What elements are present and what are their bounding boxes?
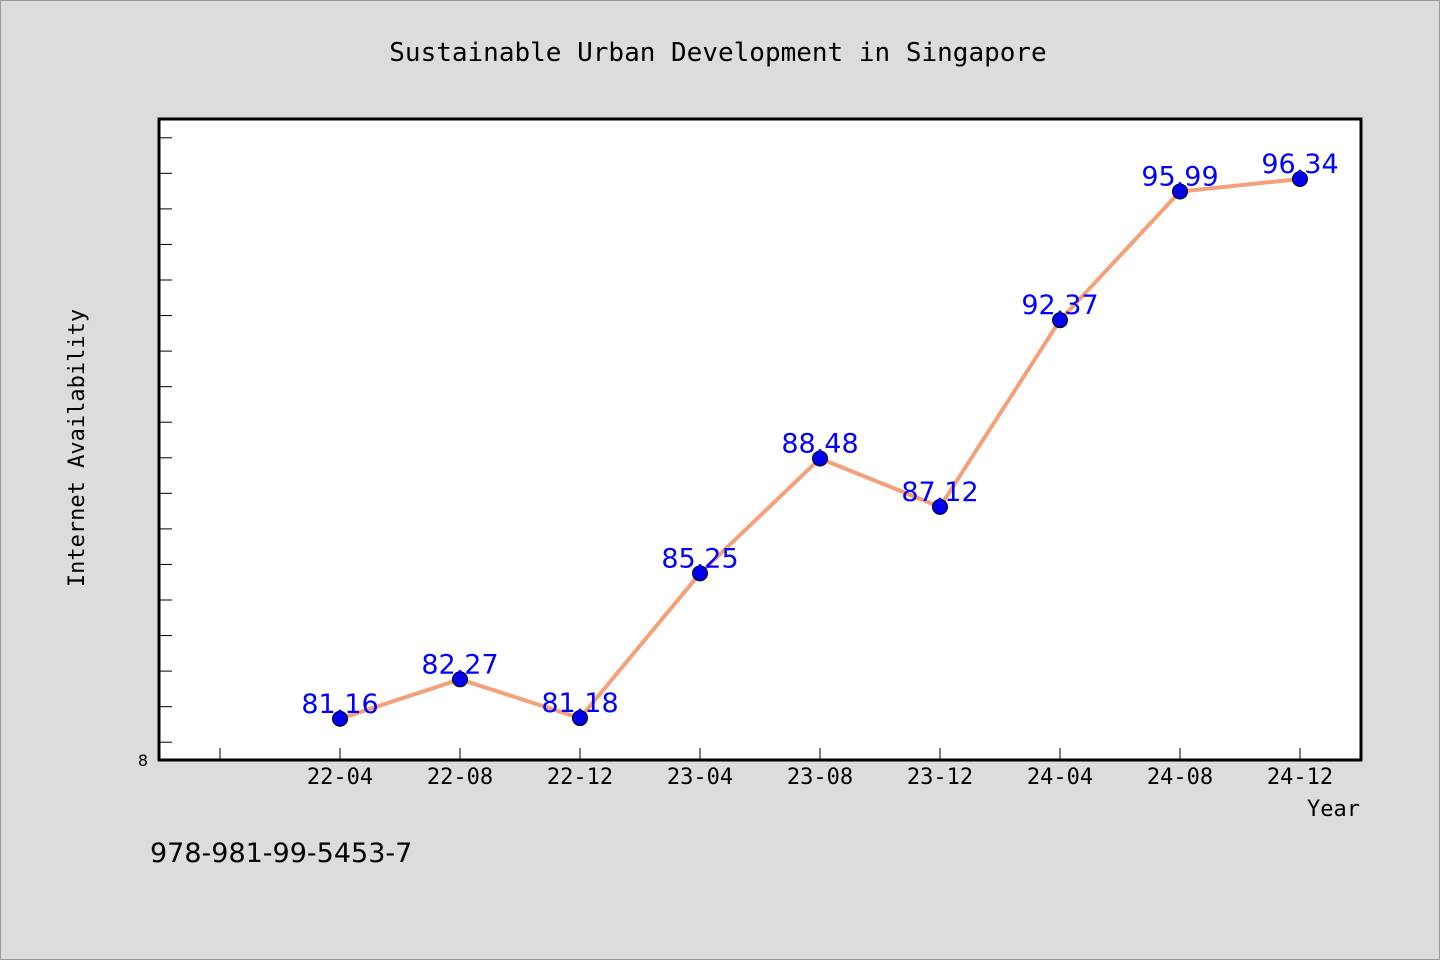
data-label: 92.37 [1021, 290, 1098, 321]
x-tick-label: 24-08 [1147, 765, 1213, 790]
data-label: 88.48 [781, 428, 858, 459]
x-axis-ticks [219, 748, 1301, 760]
data-point [812, 450, 828, 467]
plot-area [157, 117, 1363, 762]
data-label: 95.99 [1141, 161, 1218, 192]
y-axis-ticks [160, 137, 172, 743]
x-tick-label: 23-04 [667, 765, 733, 790]
x-tick-label: 23-08 [787, 765, 853, 790]
x-tick-label: 24-12 [1267, 765, 1333, 790]
data-label: 82.27 [421, 649, 498, 680]
data-point [1292, 171, 1308, 188]
data-point [692, 565, 708, 582]
isbn-label: 978-981-99-5453-7 [150, 838, 412, 869]
x-tick-label: 22-08 [427, 765, 493, 790]
x-tick-label: 23-12 [907, 765, 973, 790]
data-point [332, 710, 348, 727]
data-point [572, 710, 588, 727]
y-axis-label: Internet Availability [65, 309, 90, 587]
x-tick-label: 22-12 [547, 765, 613, 790]
data-point [1172, 183, 1188, 200]
x-tick-label: 24-04 [1027, 765, 1093, 790]
data-label: 81.18 [541, 688, 618, 719]
data-point [932, 498, 948, 515]
data-point [452, 671, 468, 688]
data-point [1052, 312, 1068, 329]
data-labels: 81.16 82.27 81.18 85.25 88.48 87.12 92.37 95.99… [301, 149, 1338, 720]
x-axis-label: Year [1307, 797, 1360, 822]
series-markers [332, 171, 1308, 727]
data-label: 87.12 [901, 477, 978, 508]
chart-title: Sustainable Urban Development in Singapo… [389, 38, 1046, 68]
data-label: 96.34 [1261, 149, 1338, 180]
data-label: 81.16 [301, 689, 378, 720]
x-tick-labels: 22-04 22-08 22-12 23-04 23-08 23-12 24-04 24-08… [307, 765, 1333, 790]
data-label: 85.25 [661, 543, 738, 574]
y-tick-label: 8 [138, 751, 148, 770]
x-tick-label: 22-04 [307, 765, 373, 790]
